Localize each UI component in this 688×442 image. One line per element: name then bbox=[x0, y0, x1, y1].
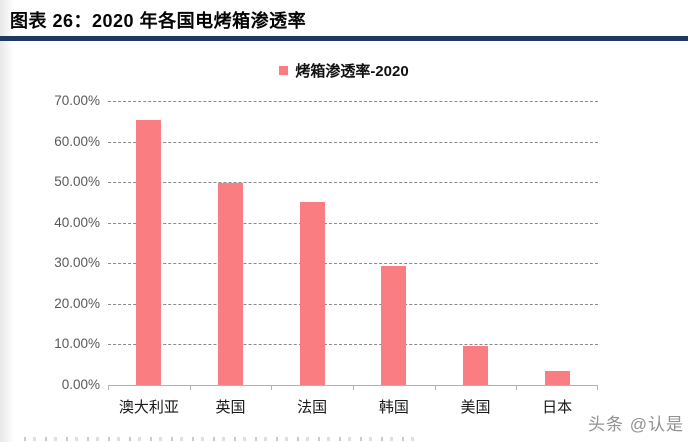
bar-法国 bbox=[299, 201, 325, 385]
x-category-label: 韩国 bbox=[378, 399, 409, 416]
y-tick-label: 10.00% bbox=[54, 336, 100, 352]
chart-legend: 烤箱渗透率-2020 bbox=[0, 60, 688, 80]
y-tick-label: 0.00% bbox=[61, 377, 100, 392]
bar-美国 bbox=[463, 346, 488, 385]
clipped-source-note-fragments bbox=[24, 437, 420, 441]
gridline bbox=[108, 222, 598, 224]
gridline bbox=[108, 101, 598, 102]
bar-澳大利亚 bbox=[136, 120, 162, 385]
y-tick-label: 40.00% bbox=[54, 214, 100, 230]
watermark-text: 头条 @认是 bbox=[588, 415, 684, 434]
figure-title: 图表 26：2020 年各国电烤箱渗透率 bbox=[10, 11, 307, 31]
x-axis-tick bbox=[271, 386, 273, 390]
bar-日本 bbox=[544, 370, 570, 385]
legend-marker-swatch bbox=[279, 65, 289, 75]
x-axis-tick bbox=[516, 386, 518, 390]
x-axis-category-labels: 澳大利亚 英国 法国 韩国 美国 日本 bbox=[108, 398, 598, 418]
x-category-label: 澳大利亚 bbox=[118, 399, 179, 416]
gridline bbox=[108, 141, 598, 143]
plot-area bbox=[108, 101, 598, 390]
y-tick-label: 50.00% bbox=[54, 174, 100, 190]
x-category-label: 英国 bbox=[215, 399, 246, 416]
x-axis-tick bbox=[353, 386, 354, 390]
legend-series-label: 烤箱渗透率-2020 bbox=[295, 62, 409, 80]
x-category-label: 美国 bbox=[460, 399, 491, 416]
y-tick-label: 70.00% bbox=[54, 93, 100, 108]
x-axis-tick bbox=[597, 386, 598, 390]
gridline bbox=[108, 263, 598, 265]
gridline bbox=[108, 182, 598, 184]
y-axis-tick-labels: 70.00% 60.00% 50.00% 40.00% 30.00% 20.00% 10.0… bbox=[20, 93, 100, 392]
x-category-label: 法国 bbox=[297, 399, 328, 416]
x-axis-tick bbox=[108, 386, 109, 390]
x-axis-tick bbox=[434, 386, 436, 390]
y-tick-label: 60.00% bbox=[54, 133, 100, 149]
bar-韩国 bbox=[381, 265, 407, 385]
title-divider-rule bbox=[0, 36, 688, 41]
gridline bbox=[108, 303, 598, 305]
gridline bbox=[108, 344, 598, 346]
x-axis-tick bbox=[189, 386, 191, 390]
bar-英国 bbox=[218, 182, 243, 385]
y-tick-label: 20.00% bbox=[54, 295, 100, 311]
x-category-label: 日本 bbox=[542, 399, 573, 416]
y-tick-label: 30.00% bbox=[54, 255, 100, 271]
